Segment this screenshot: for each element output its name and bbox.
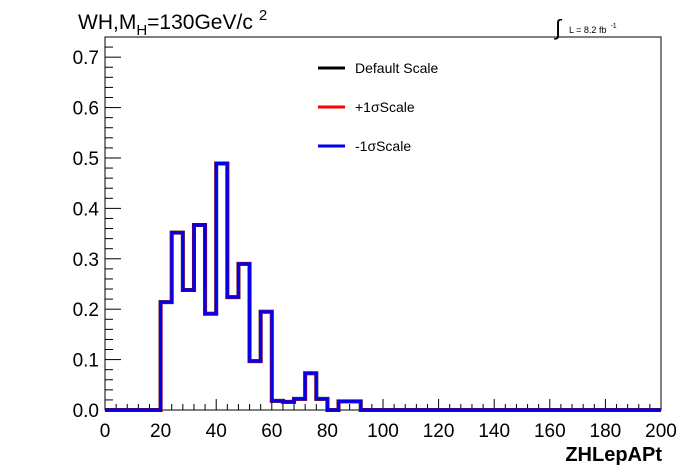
legend-label-2: +1σScale bbox=[355, 99, 415, 115]
x-tick-label: 0 bbox=[100, 421, 111, 442]
x-tick-label: 80 bbox=[317, 421, 338, 442]
y-axis: 0.0 0.1 0.2 0.3 0.4 0.5 0.6 0.7 bbox=[73, 36, 121, 422]
lumi-superscript: -1 bbox=[610, 23, 616, 30]
title-prefix: WH,M bbox=[78, 11, 136, 34]
lumi-integral-sign: ∫ bbox=[553, 15, 563, 40]
y-tick-label: 0.6 bbox=[73, 99, 99, 120]
x-tick-label: 60 bbox=[261, 421, 282, 442]
legend-label-1: Default Scale bbox=[355, 60, 438, 76]
y-tick-label: 0.0 bbox=[73, 401, 99, 422]
chart-title: WH,MH=130GeV/c 2 bbox=[78, 7, 267, 39]
x-axis: 0 20 40 60 80 100 120 140 160 180 200 bbox=[100, 399, 677, 442]
y-tick-label: 0.2 bbox=[73, 300, 99, 321]
y-tick-label: 0.3 bbox=[73, 250, 99, 271]
x-tick-label: 100 bbox=[367, 421, 399, 442]
y-tick-label: 0.1 bbox=[73, 351, 99, 372]
x-tick-label: 140 bbox=[478, 421, 510, 442]
y-tick-label: 0.5 bbox=[73, 149, 99, 170]
title-suffix: =130GeV/c bbox=[147, 11, 253, 34]
x-axis-label: ZHLepAPt bbox=[565, 444, 662, 466]
title-subscript: H bbox=[136, 22, 147, 39]
lumi-label: L = 8.2 fb -1 bbox=[569, 23, 617, 35]
legend: Default Scale +1σScale -1σScale bbox=[318, 60, 438, 154]
x-tick-label: 200 bbox=[645, 421, 677, 442]
lumi-text: L = 8.2 fb bbox=[569, 25, 606, 35]
x-tick-label: 40 bbox=[206, 421, 227, 442]
x-tick-label: 120 bbox=[423, 421, 455, 442]
x-tick-label: 160 bbox=[534, 421, 566, 442]
y-tick-label: 0.4 bbox=[73, 199, 100, 220]
y-tick-label: 0.7 bbox=[73, 48, 99, 69]
series-layer bbox=[105, 161, 661, 412]
x-tick-label: 20 bbox=[150, 421, 171, 442]
legend-label-3: -1σScale bbox=[355, 138, 411, 154]
title-superscript: 2 bbox=[259, 7, 267, 24]
x-tick-label: 180 bbox=[590, 421, 622, 442]
series-line-3 bbox=[105, 162, 661, 412]
